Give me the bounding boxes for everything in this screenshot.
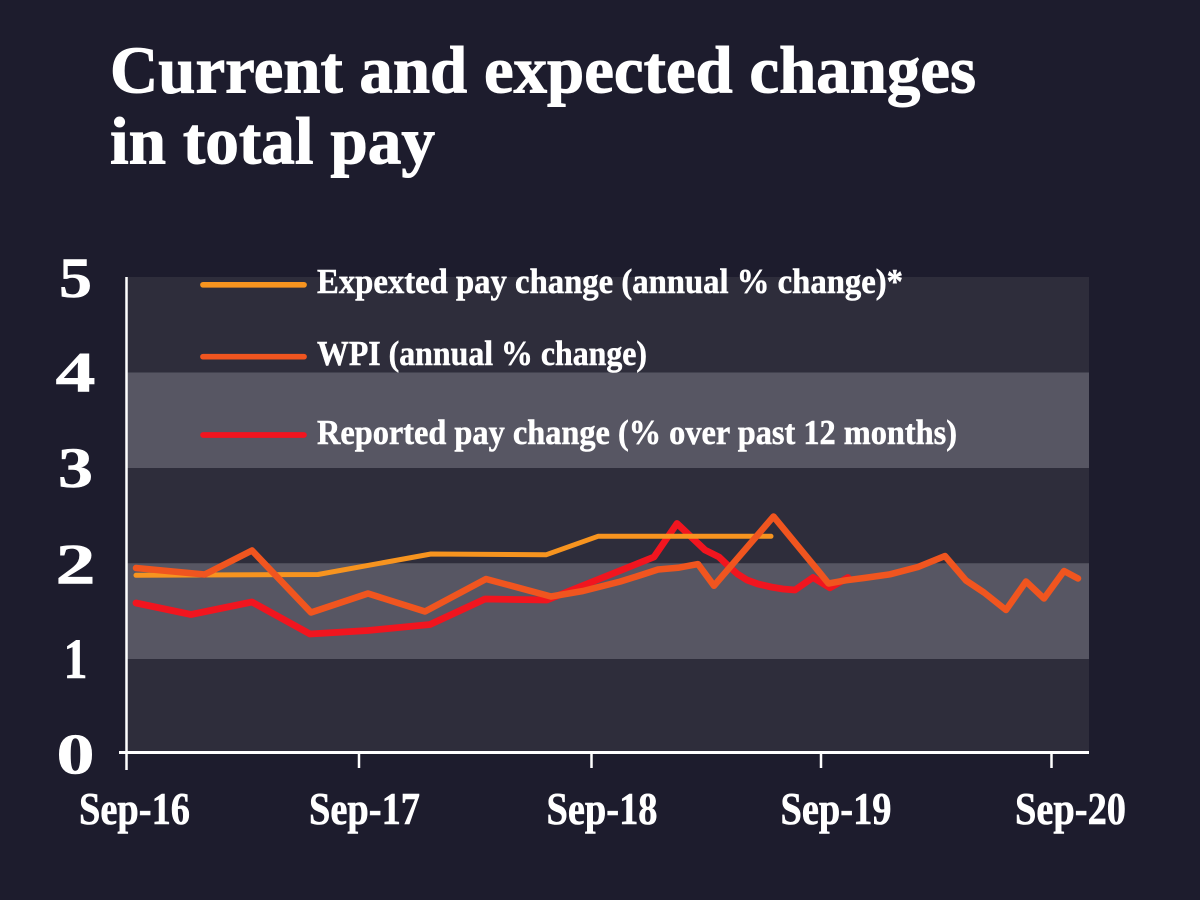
- svg-text:5: 5: [59, 247, 92, 310]
- svg-text:Sep-19: Sep-19: [781, 784, 892, 834]
- svg-text:WPI (annual % change): WPI (annual % change): [317, 334, 647, 373]
- svg-text:2: 2: [56, 534, 96, 597]
- svg-text:3: 3: [58, 437, 93, 500]
- svg-text:4: 4: [56, 342, 96, 405]
- svg-text:Sep-18: Sep-18: [547, 784, 658, 834]
- svg-text:Sep-20: Sep-20: [1015, 784, 1126, 834]
- svg-text:0: 0: [57, 724, 95, 787]
- svg-text:Expexted pay change (annual %: Expexted pay change (annual % change)*: [317, 262, 903, 301]
- svg-text:Sep-17: Sep-17: [309, 784, 420, 834]
- svg-text:Reported pay change (% over pa: Reported pay change (% over past 12 mont…: [317, 413, 957, 452]
- svg-text:Sep-16: Sep-16: [79, 784, 190, 834]
- svg-text:Current and expected changes: Current and expected changes: [110, 34, 976, 107]
- svg-text:in total pay: in total pay: [110, 106, 435, 179]
- svg-text:1: 1: [64, 628, 88, 691]
